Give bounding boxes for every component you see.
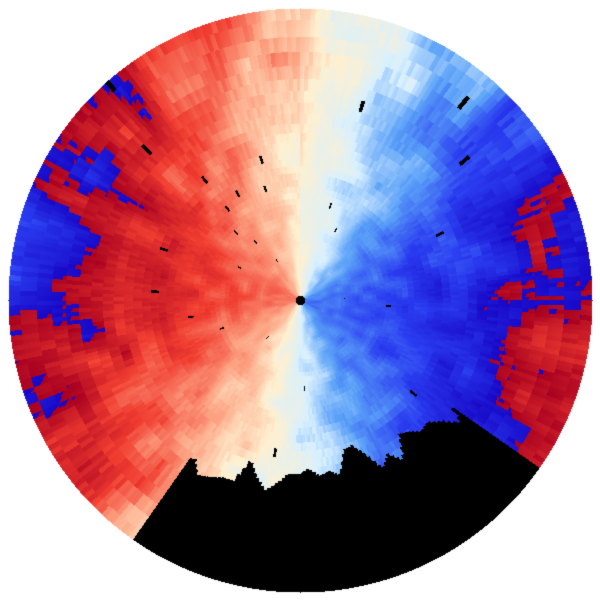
radar-velocity-image (0, 0, 600, 600)
